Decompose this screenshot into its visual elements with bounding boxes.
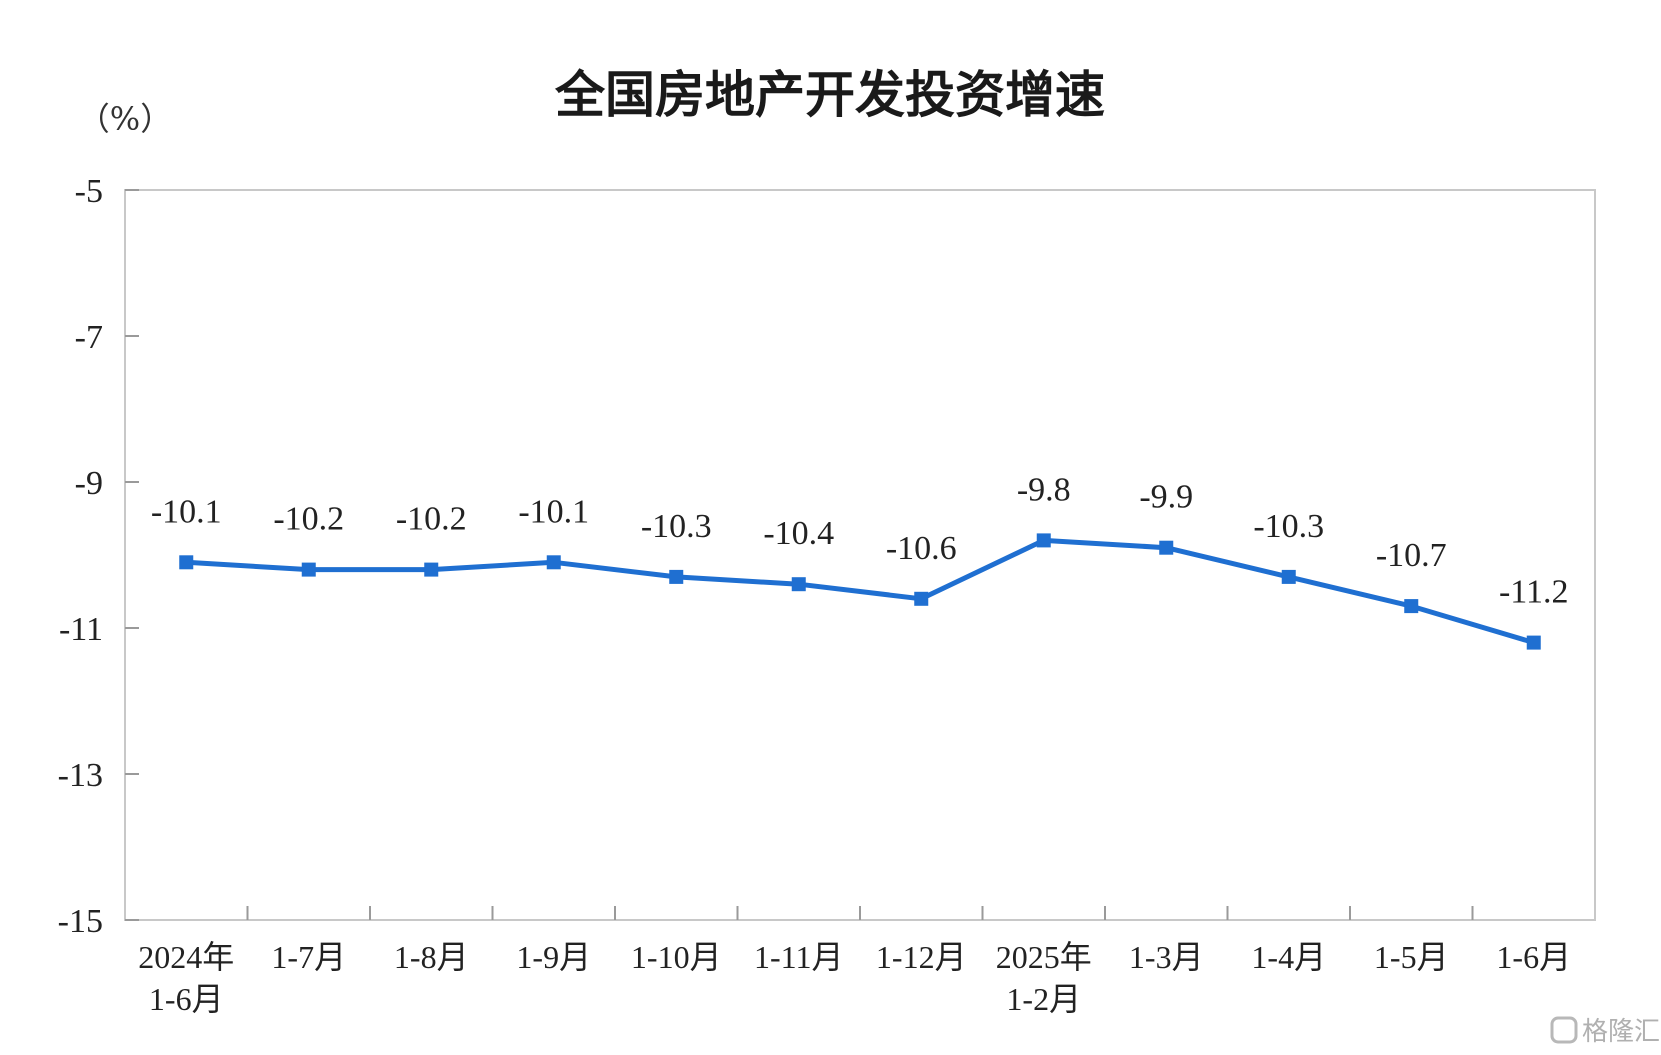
data-point-marker (1281, 569, 1296, 584)
x-tick-label: 1-9月 (516, 939, 591, 975)
data-label: -10.1 (151, 493, 222, 530)
x-tick-label: 2025年 (996, 939, 1092, 975)
data-point-marker (1526, 635, 1541, 650)
series-investment-growth (179, 533, 1541, 650)
y-axis-unit-label: （%） (78, 100, 172, 138)
x-tick-label: 1-12月 (876, 939, 967, 975)
data-label: -10.2 (396, 501, 467, 538)
data-point-marker (546, 555, 561, 570)
data-label: -9.9 (1139, 479, 1193, 516)
data-point-marker (1404, 599, 1419, 614)
data-point-marker (791, 577, 806, 592)
x-axis: 2024年 1-6月 1-7月 1-8月 1-9月 1-10月 1-11月 1-12月 2025… (138, 906, 1571, 1017)
y-tick-label: -13 (58, 757, 103, 794)
x-tick-label: 1-5月 (1374, 939, 1449, 975)
y-tick-label: -15 (58, 903, 103, 940)
chart-title: 全国房地产开发投资增速 (554, 66, 1105, 124)
y-tick-label: -7 (75, 319, 103, 356)
data-point-marker (914, 591, 929, 606)
y-tick-label: -5 (75, 173, 103, 210)
data-point-marker (1159, 540, 1174, 555)
data-label: -9.8 (1017, 471, 1071, 508)
data-label: -10.3 (1253, 508, 1324, 545)
data-point-marker (1036, 533, 1051, 548)
x-tick-label: 1-4月 (1251, 939, 1326, 975)
data-label: -10.6 (886, 530, 957, 567)
x-tick-label: 1-11月 (754, 939, 843, 975)
x-tick-label: 1-7月 (271, 939, 346, 975)
y-tick-label: -11 (59, 611, 103, 648)
data-labels: -10.1 -10.2 -10.2 -10.1 -10.3 -10.4 -10.6 -9.8 -… (151, 471, 1569, 610)
series-line (183, 537, 1537, 646)
watermark-text: 格隆汇 (1582, 1017, 1660, 1047)
watermark: 格隆汇 (1550, 1016, 1660, 1047)
data-label: -11.2 (1499, 574, 1569, 611)
data-point-marker (669, 569, 684, 584)
data-label: -10.2 (273, 501, 344, 538)
data-label: -10.1 (518, 493, 589, 530)
x-tick-label: 2024年 (138, 939, 234, 975)
x-tick-label: 1-6月 (149, 981, 224, 1017)
y-tick-label: -9 (75, 465, 103, 502)
data-label: -10.7 (1376, 537, 1447, 574)
data-point-marker (424, 562, 439, 577)
data-point-marker (301, 562, 316, 577)
plot-frame (124, 189, 1596, 921)
x-tick-label: 1-2月 (1006, 981, 1081, 1017)
x-tick-label: 1-10月 (631, 939, 722, 975)
watermark-logo-icon (1550, 1016, 1578, 1044)
y-axis: -5 -7 -9 -11 -13 -15 (58, 173, 139, 940)
data-label: -10.3 (641, 508, 712, 545)
data-label: -10.4 (763, 515, 834, 552)
x-tick-label: 1-3月 (1129, 939, 1204, 975)
x-tick-label: 1-8月 (394, 939, 469, 975)
data-point-marker (179, 555, 194, 570)
x-tick-label: 1-6月 (1496, 939, 1571, 975)
